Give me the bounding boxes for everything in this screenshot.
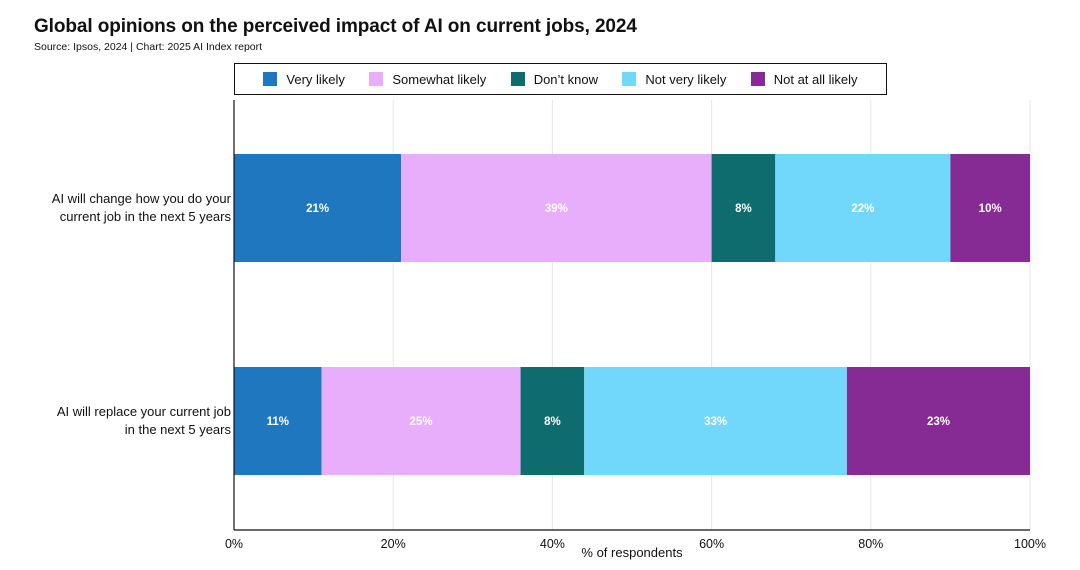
x-tick-label: 20% [381, 537, 406, 551]
data-label: 21% [306, 203, 329, 215]
x-tick-label: 40% [540, 537, 565, 551]
category-label: AI will change how you do your [52, 191, 232, 206]
bar-segment [321, 367, 521, 475]
category-label: AI will replace your current job [57, 404, 231, 419]
bar-segment [711, 154, 776, 262]
legend-label: Very likely [286, 71, 345, 87]
data-label: 11% [267, 416, 289, 428]
legend-item: Don’t know [510, 71, 598, 87]
data-label: 23% [927, 416, 950, 428]
chart-legend: Very likely Somewhat likely Don’t know Not … [234, 63, 887, 95]
legend-swatch [622, 72, 637, 86]
legend-label: Somewhat likely [392, 71, 487, 87]
data-label: 25% [410, 416, 433, 428]
legend-item: Somewhat likely [369, 72, 486, 87]
legend-item: Not very likely [622, 72, 726, 87]
chart-title: Global opinions on the perceived impact … [34, 16, 637, 37]
bar-segment [520, 367, 585, 475]
data-label: 8% [735, 203, 752, 215]
legend-swatch [263, 72, 278, 86]
x-tick-label: 60% [699, 537, 724, 551]
data-label: 33% [704, 416, 727, 428]
legend-swatch [750, 72, 765, 86]
legend-swatch [369, 72, 384, 86]
legend-item: Very likely [263, 72, 345, 87]
x-tick-label: 80% [858, 537, 883, 551]
legend-label: Don’t know [533, 71, 598, 87]
bar-segment [584, 367, 847, 475]
legend-swatch [510, 72, 525, 86]
chart-subtitle: Source: Ipsos, 2024 | Chart: 2025 AI Ind… [34, 41, 263, 53]
bar-segment [234, 154, 402, 262]
bar-segment [950, 154, 1030, 262]
x-tick-label: 100% [1014, 537, 1046, 551]
x-tick-label: 0% [225, 537, 243, 551]
legend-label: Not very likely [645, 71, 727, 87]
data-label: 10% [979, 203, 1002, 215]
legend-label: Not at all likely [773, 71, 858, 87]
x-axis-title: % of respondents [581, 545, 683, 560]
data-label: 39% [545, 203, 568, 215]
category-label: current job in the next 5 years [60, 209, 232, 224]
data-label: 22% [851, 203, 874, 215]
bar-segment [846, 367, 1030, 475]
legend-item: Not at all likely [750, 71, 858, 87]
bar-segment [401, 154, 712, 262]
data-label: 8% [544, 416, 561, 428]
category-label: in the next 5 years [125, 422, 232, 437]
bar-segment [775, 154, 951, 262]
bar-segment [234, 367, 322, 475]
